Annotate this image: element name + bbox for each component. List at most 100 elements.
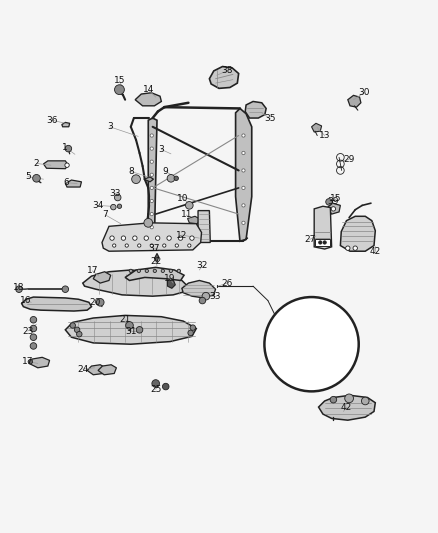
Circle shape — [16, 286, 22, 293]
Text: 6: 6 — [64, 178, 69, 187]
Circle shape — [188, 330, 193, 336]
Text: 36: 36 — [46, 116, 58, 125]
Polygon shape — [83, 270, 187, 296]
Circle shape — [137, 269, 141, 272]
Text: 9: 9 — [163, 167, 169, 176]
Circle shape — [155, 236, 160, 240]
Circle shape — [265, 297, 359, 391]
Text: 5: 5 — [25, 172, 31, 181]
Circle shape — [242, 186, 245, 190]
Polygon shape — [154, 253, 159, 262]
Circle shape — [299, 328, 305, 334]
Circle shape — [121, 236, 126, 240]
Text: 15: 15 — [114, 76, 125, 85]
Text: 13: 13 — [319, 131, 330, 140]
Text: 27: 27 — [304, 235, 315, 244]
Circle shape — [111, 204, 116, 210]
Circle shape — [74, 327, 80, 333]
Circle shape — [323, 241, 326, 244]
Circle shape — [117, 204, 122, 208]
Text: 35: 35 — [265, 115, 276, 124]
Polygon shape — [311, 123, 321, 132]
Polygon shape — [148, 118, 157, 241]
Circle shape — [242, 221, 245, 224]
Polygon shape — [65, 316, 196, 344]
Text: 10: 10 — [177, 195, 189, 203]
Text: 11: 11 — [180, 211, 192, 220]
Text: 42: 42 — [370, 247, 381, 256]
Circle shape — [33, 174, 40, 182]
Circle shape — [77, 332, 82, 337]
Circle shape — [185, 201, 193, 209]
Circle shape — [178, 236, 183, 240]
Circle shape — [162, 244, 166, 247]
Circle shape — [324, 328, 331, 334]
Circle shape — [136, 327, 143, 333]
Circle shape — [110, 236, 114, 240]
Circle shape — [150, 213, 153, 216]
Circle shape — [242, 151, 245, 155]
Polygon shape — [102, 223, 201, 251]
Circle shape — [129, 269, 132, 272]
Circle shape — [167, 236, 171, 240]
Polygon shape — [245, 101, 266, 118]
Circle shape — [361, 397, 369, 405]
Circle shape — [242, 169, 245, 172]
Text: 24: 24 — [77, 365, 88, 374]
Circle shape — [177, 269, 180, 272]
Circle shape — [132, 175, 141, 183]
Circle shape — [152, 379, 159, 387]
Text: 7: 7 — [102, 211, 108, 220]
Circle shape — [202, 293, 210, 300]
Text: 22: 22 — [150, 257, 161, 266]
Circle shape — [326, 199, 332, 205]
Polygon shape — [167, 280, 175, 288]
Text: 33: 33 — [110, 189, 121, 198]
Text: 31: 31 — [125, 327, 137, 336]
Polygon shape — [327, 203, 340, 214]
Circle shape — [346, 246, 350, 251]
Circle shape — [199, 297, 206, 304]
Circle shape — [133, 236, 137, 240]
Circle shape — [150, 134, 153, 137]
Text: 26: 26 — [221, 279, 233, 288]
Text: 38: 38 — [221, 67, 233, 75]
Circle shape — [125, 244, 128, 247]
Circle shape — [70, 322, 75, 328]
Text: 34: 34 — [92, 201, 103, 210]
Polygon shape — [125, 268, 184, 280]
Polygon shape — [315, 239, 330, 246]
Polygon shape — [187, 216, 201, 224]
Circle shape — [96, 298, 104, 306]
Text: 3: 3 — [107, 122, 113, 131]
Circle shape — [150, 199, 153, 203]
Circle shape — [138, 244, 141, 247]
Circle shape — [150, 244, 153, 247]
Text: 39: 39 — [328, 197, 339, 206]
Circle shape — [161, 269, 164, 272]
Circle shape — [162, 383, 169, 390]
Polygon shape — [135, 93, 161, 106]
Text: 2: 2 — [34, 159, 39, 168]
Circle shape — [242, 204, 245, 207]
Circle shape — [145, 269, 148, 272]
Circle shape — [28, 359, 32, 364]
Text: 21: 21 — [120, 315, 131, 324]
Text: 1: 1 — [63, 143, 68, 152]
Circle shape — [312, 328, 318, 334]
Circle shape — [150, 147, 153, 150]
Circle shape — [175, 244, 178, 247]
Circle shape — [150, 173, 153, 176]
Text: 42: 42 — [341, 402, 352, 411]
Circle shape — [353, 246, 357, 251]
Circle shape — [331, 207, 336, 211]
Text: 33: 33 — [210, 292, 221, 301]
Circle shape — [144, 219, 152, 227]
Circle shape — [345, 394, 353, 403]
Polygon shape — [236, 108, 252, 241]
Circle shape — [113, 244, 116, 247]
Circle shape — [115, 85, 124, 94]
Polygon shape — [182, 280, 215, 298]
Polygon shape — [43, 161, 68, 169]
Polygon shape — [144, 177, 153, 182]
